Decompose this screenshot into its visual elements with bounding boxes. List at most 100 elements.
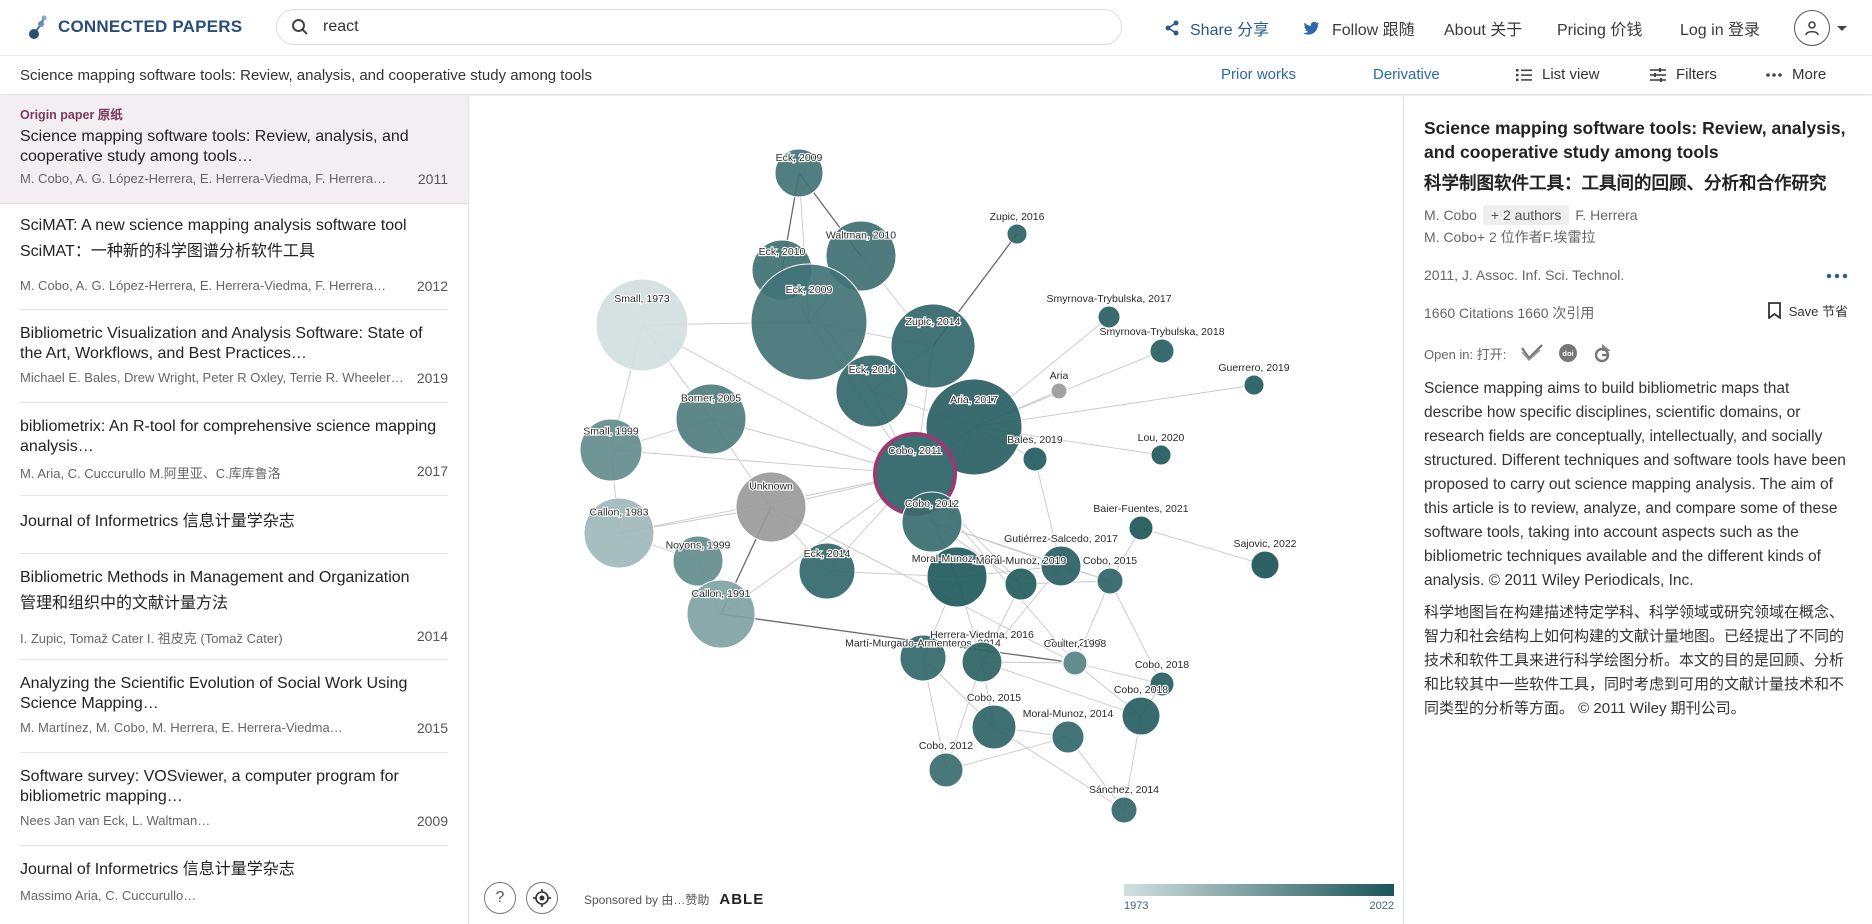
graph-node-circle[interactable] xyxy=(1149,338,1175,364)
graph-node-circle[interactable] xyxy=(1110,796,1138,824)
graph-node-circle[interactable] xyxy=(1243,374,1265,396)
more-button[interactable]: More xyxy=(1766,66,1826,83)
graph-node[interactable]: Noyons, 1999 xyxy=(665,535,732,587)
graph-node[interactable]: Zupic, 2016 xyxy=(988,210,1046,245)
google-scholar-icon[interactable] xyxy=(1592,343,1612,363)
graph-node-circle[interactable] xyxy=(1062,650,1088,676)
graph-node-circle[interactable] xyxy=(1250,550,1280,580)
graph-node[interactable]: Coulter, 1998 xyxy=(1043,637,1107,676)
graph-node[interactable]: Baier-Fuentes, 2021 xyxy=(1092,502,1190,541)
recenter-button[interactable] xyxy=(526,882,558,914)
graph-node[interactable]: Eck, 2009 xyxy=(774,148,824,198)
account-chevron-down-icon[interactable] xyxy=(1836,25,1848,33)
graph-node-circle[interactable] xyxy=(675,383,747,455)
graph-node[interactable]: Gutiérrez-Salcedo, 2017 xyxy=(1003,532,1119,587)
paper-card[interactable]: Bibliometric Methods in Management and O… xyxy=(20,554,448,660)
graph-node[interactable]: Moral-Munoz, 2019 xyxy=(975,554,1067,601)
graph-node[interactable]: Cobo, 2018 xyxy=(1134,658,1190,697)
graph-node[interactable]: Martí-Murgado-Armenteros, 2014 xyxy=(844,634,1002,682)
graph-node-circle[interactable] xyxy=(926,546,988,608)
graph-node[interactable]: Moral-Munoz, 2014 xyxy=(1022,707,1114,754)
about-link[interactable]: About 关于 xyxy=(1444,0,1522,56)
save-button[interactable]: Save 节省 xyxy=(1767,301,1848,320)
graph-svg[interactable]: Eck, 2009 Zupic, 2016 Eck, 2010 Waltman, 20… xyxy=(470,96,1402,924)
paper-card[interactable]: Analyzing the Scientific Evolution of So… xyxy=(20,660,448,753)
graph-node-circle[interactable] xyxy=(1050,382,1068,400)
graph-node-circle[interactable] xyxy=(686,579,756,649)
graph-node-circle[interactable] xyxy=(1121,696,1161,736)
graph-node[interactable]: Zupic, 2014 xyxy=(890,303,976,389)
logo[interactable]: CONNECTED PAPERS xyxy=(28,14,242,40)
graph-node-circle[interactable] xyxy=(1097,305,1121,329)
graph-node-circle[interactable] xyxy=(971,704,1017,750)
graph-node-circle[interactable] xyxy=(774,148,824,198)
derivative-button[interactable]: Derivative xyxy=(1373,66,1440,83)
graph-node[interactable]: Sajovic, 2022 xyxy=(1232,537,1298,580)
account-avatar[interactable] xyxy=(1794,10,1830,46)
graph-node[interactable]: Small, 1973 xyxy=(595,278,689,372)
graph-node[interactable]: Cobo, 2018 xyxy=(1113,683,1169,736)
semantic-scholar-icon[interactable] xyxy=(1520,344,1544,362)
graph-node[interactable]: Callon, 1991 xyxy=(686,579,756,649)
graph-node-circle[interactable] xyxy=(579,418,643,482)
follow-button[interactable]: Follow 跟随 xyxy=(1302,0,1415,56)
graph-node-circle[interactable] xyxy=(890,303,976,389)
filters-button[interactable]: Filters xyxy=(1650,66,1717,83)
graph-node[interactable]: Guerrero, 2019 xyxy=(1217,361,1291,396)
more-vertical-icon[interactable] xyxy=(1826,273,1848,279)
sponsor[interactable]: Sponsored by 由…赞助 ABLE xyxy=(584,891,764,908)
graph-canvas[interactable]: Eck, 2009 Zupic, 2016 Eck, 2010 Waltman, 20… xyxy=(470,96,1402,924)
paper-card[interactable]: Bibliometric Visualization and Analysis … xyxy=(20,310,448,403)
graph-node[interactable]: Lou, 2020 xyxy=(1137,431,1186,466)
graph-node-circle[interactable] xyxy=(1150,444,1172,466)
doi-icon[interactable]: doi xyxy=(1558,343,1578,363)
paper-card[interactable]: bibliometrix: An R-tool for comprehensiv… xyxy=(20,403,448,496)
paper-card[interactable]: SciMAT: A new science mapping analysis s… xyxy=(20,204,448,310)
paper-card[interactable]: Software survey: VOSviewer, a computer p… xyxy=(20,753,448,846)
pricing-link[interactable]: Pricing 价钱 xyxy=(1557,0,1642,56)
graph-node[interactable]: Cobo, 2012 xyxy=(918,739,974,788)
graph-node-circle[interactable] xyxy=(1149,671,1175,697)
login-link[interactable]: Log in 登录 xyxy=(1680,0,1760,56)
graph-node[interactable]: Herrera-Viedma, 2016 xyxy=(929,628,1035,683)
graph-node[interactable]: Moral-Munoz, 2020 xyxy=(911,546,1003,608)
search-bar[interactable] xyxy=(276,9,1122,45)
graph-node[interactable]: Smyrnova-Trybulska, 2017 xyxy=(1045,292,1173,329)
graph-node-circle[interactable] xyxy=(825,220,897,292)
graph-node[interactable]: Callon, 1983 xyxy=(583,497,655,569)
graph-node-circle[interactable] xyxy=(1022,446,1048,472)
graph-node-circle[interactable] xyxy=(901,491,963,553)
graph-node-circle[interactable] xyxy=(1040,545,1082,587)
graph-node-circle[interactable] xyxy=(750,263,868,381)
list-view-button[interactable]: List view xyxy=(1516,66,1600,83)
graph-node[interactable]: Cobo, 2015 xyxy=(1082,554,1138,595)
search-input[interactable] xyxy=(323,18,1083,36)
graph-node[interactable]: Eck, 2014 xyxy=(798,542,856,600)
graph-node[interactable]: Sánchez, 2014 xyxy=(1088,783,1160,824)
graph-node-circle[interactable] xyxy=(1096,567,1124,595)
graph-node[interactable]: Aria xyxy=(1049,369,1070,400)
paper-card[interactable]: Journal of Informetrics 信息计量学杂志 xyxy=(20,496,448,554)
graph-node-circle[interactable] xyxy=(735,471,807,543)
graph-node-circle[interactable] xyxy=(672,535,724,587)
graph-node-circle[interactable] xyxy=(583,497,655,569)
graph-node[interactable]: Eck, 2009 xyxy=(750,263,868,381)
graph-node-circle[interactable] xyxy=(835,354,909,428)
graph-node-circle[interactable] xyxy=(1004,567,1038,601)
graph-node-circle[interactable] xyxy=(595,278,689,372)
prior-works-button[interactable]: Prior works xyxy=(1221,66,1296,83)
graph-node[interactable]: Cobo, 2015 xyxy=(966,691,1022,750)
paper-card[interactable]: Journal of Informetrics 信息计量学杂志 Massimo … xyxy=(20,846,448,916)
graph-node-circle[interactable] xyxy=(1128,515,1154,541)
more-authors-chip[interactable]: + 2 authors xyxy=(1482,205,1570,225)
author-link[interactable]: M. Cobo xyxy=(1424,207,1477,223)
paper-card-origin[interactable]: Origin paper 原纸 Science mapping software… xyxy=(0,96,468,204)
graph-node[interactable]: Bales, 2019 xyxy=(1006,433,1064,472)
graph-node-circle[interactable] xyxy=(1051,720,1085,754)
graph-node-circle[interactable] xyxy=(798,542,856,600)
graph-node[interactable]: Eck, 2014 xyxy=(835,354,909,428)
graph-node[interactable]: Unknown xyxy=(735,471,807,543)
graph-node[interactable]: Small, 1999 xyxy=(579,418,643,482)
graph-node-circle[interactable] xyxy=(1006,223,1028,245)
graph-node[interactable]: Waltman, 2010 xyxy=(825,220,897,292)
